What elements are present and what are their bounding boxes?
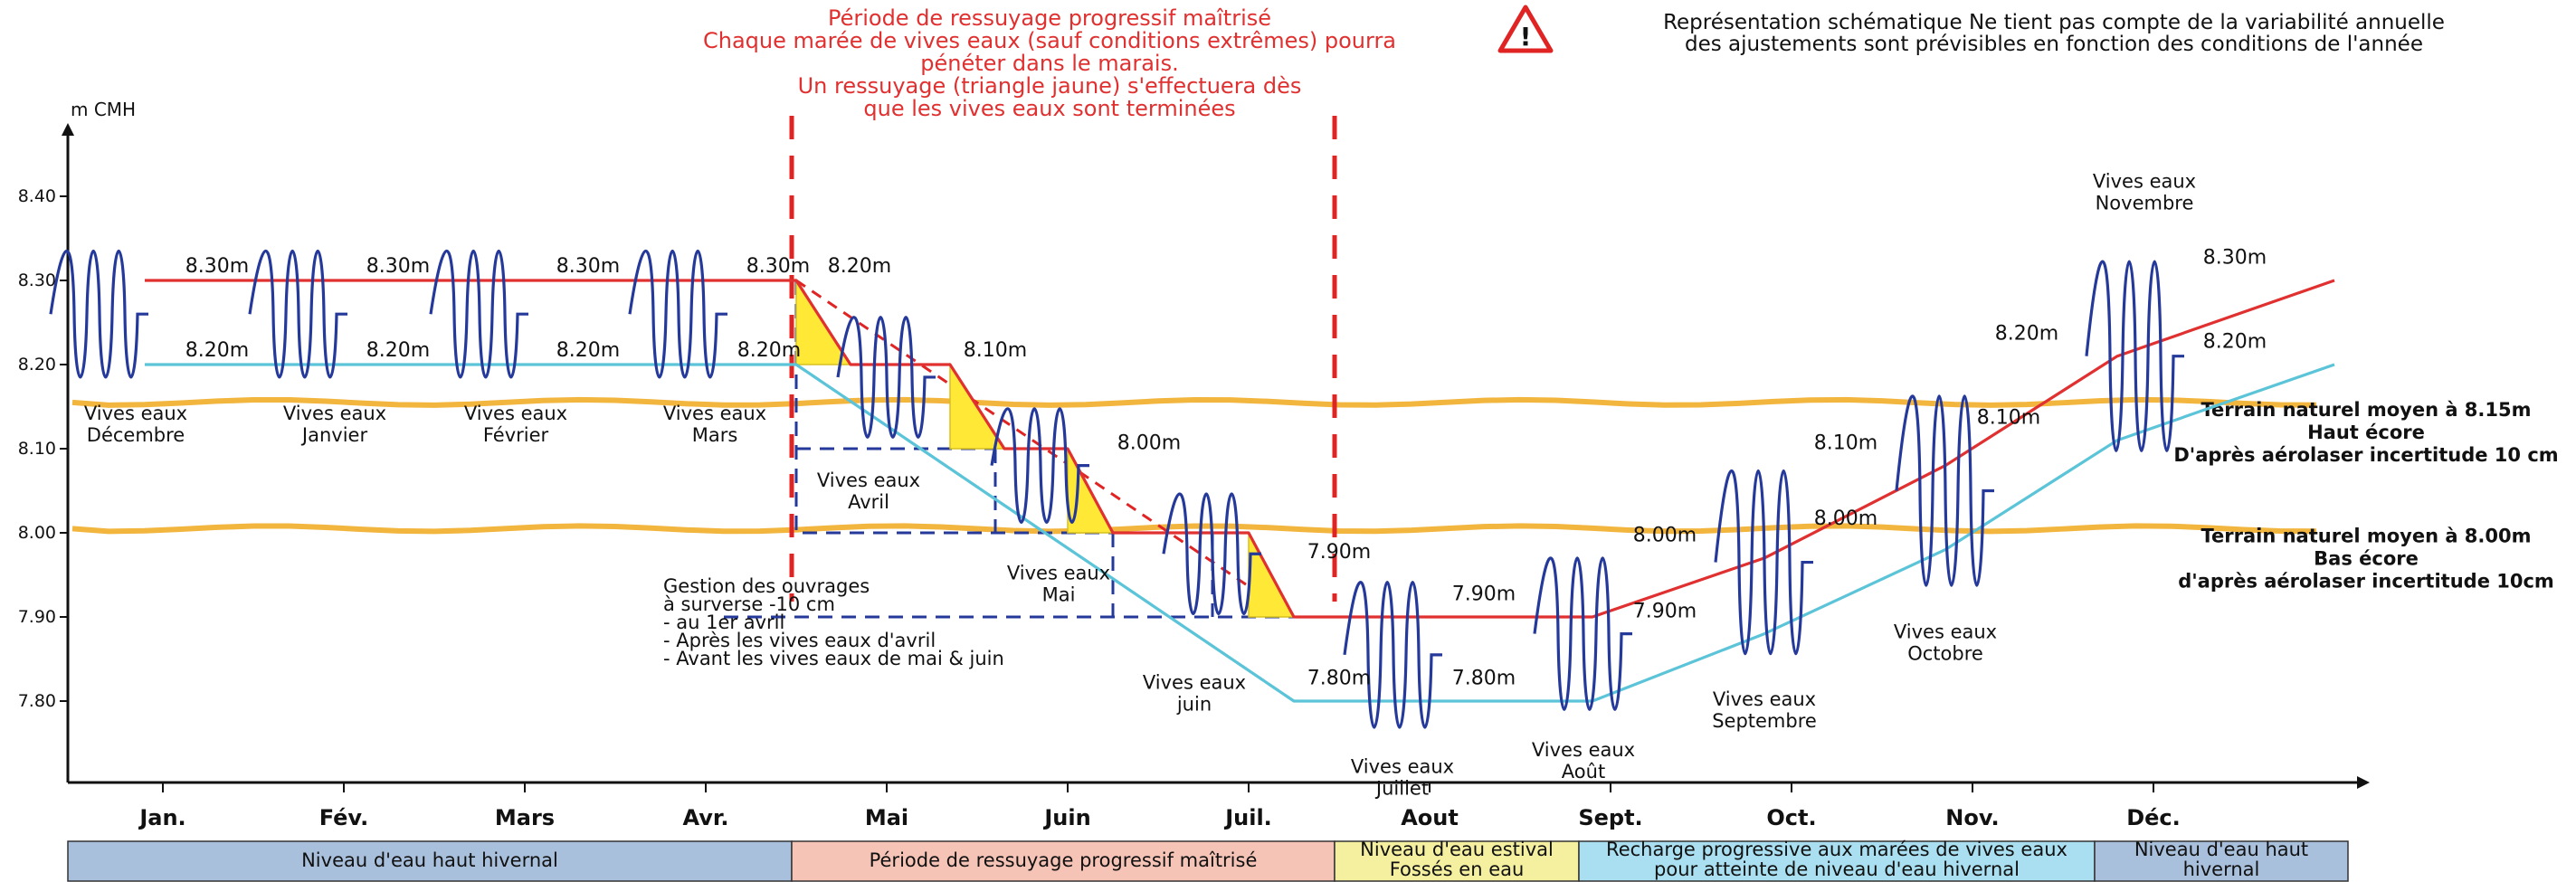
spring-tide-wave (2085, 260, 2184, 452)
warning-icon: ! (1497, 5, 1554, 53)
y-axis-title: m CMH (71, 99, 136, 120)
level-label: 8.20m (1995, 322, 2058, 345)
month-label: Jan. (138, 805, 185, 830)
month-label: Juin (1042, 805, 1090, 830)
tide-label: Vives eaux Novembre (2093, 171, 2196, 214)
tide-label: Vives eaux Août (1532, 739, 1635, 782)
spring-tide-wave (836, 316, 936, 439)
gestion-note: Gestion des ouvrages à surverse -10 cm - a… (663, 575, 1004, 669)
month-label: Déc. (2126, 805, 2181, 830)
tide-label: Vives eaux Septembre (1712, 688, 1817, 732)
level-label: 7.90m (1307, 541, 1371, 564)
y-tick-label: 8.10 (18, 439, 56, 459)
level-label: 8.00m (1633, 525, 1697, 547)
svg-text:!: ! (1520, 22, 1532, 52)
y-tick-label: 8.20 (18, 355, 56, 375)
level-label: 8.20m (366, 339, 430, 362)
month-label: Aout (1401, 805, 1459, 830)
terrain-line (71, 396, 2317, 408)
y-tick-label: 8.00 (18, 523, 56, 543)
level-label: 8.00m (1814, 507, 1877, 530)
spring-tide-wave (1714, 469, 1813, 655)
level-label: 8.20m (556, 339, 620, 362)
terrain-line (71, 523, 2317, 535)
tide-label: Vives eaux juin (1143, 671, 1246, 715)
level-label: 8.10m (1814, 432, 1877, 454)
level-label: 8.30m (2203, 247, 2267, 270)
y-tick-label: 8.40 (18, 186, 56, 206)
level-label: 7.90m (1452, 583, 1516, 606)
level-label: 8.10m (964, 339, 1027, 362)
phase-band-label: Période de ressuyage progressif maîtrisé (870, 849, 1258, 871)
terrain-label: Terrain naturel moyen à 8.15m Haut écore D… (2173, 399, 2558, 466)
spring-tide-wave (429, 250, 528, 379)
phase-band-label: Niveau d'eau haut hivernal (301, 849, 558, 871)
level-label: 8.00m (1117, 432, 1181, 454)
level-label: 8.20m (2203, 331, 2267, 354)
phase-band (791, 840, 1336, 882)
month-label: Mai (865, 805, 908, 830)
tide-label: Vives eaux Juillet (1351, 755, 1454, 799)
phase-band (67, 840, 793, 882)
blue-level-line (145, 363, 2335, 703)
month-label: Nov. (1945, 805, 1999, 830)
month-label: Avr. (683, 805, 729, 830)
tide-label: Vives eaux Avril (817, 469, 920, 513)
warning-note: Représentation schématique Ne tient pas … (1663, 11, 2445, 56)
level-label: 8.10m (1977, 406, 2040, 429)
tide-label: Vives eaux Février (464, 403, 567, 446)
level-label: 7.90m (1633, 600, 1697, 622)
level-label: 8.30m (556, 255, 620, 278)
level-label: 8.20m (828, 255, 891, 278)
level-label: 8.30m (366, 255, 430, 278)
month-label: Juil. (1223, 805, 1272, 830)
level-label: 8.20m (737, 339, 801, 362)
spring-tide-wave (1533, 556, 1632, 711)
tide-label: Vives eaux Janvier (283, 403, 386, 446)
phase-band (2094, 840, 2349, 882)
month-label: Oct. (1766, 805, 1816, 830)
month-label: Mars (495, 805, 555, 830)
spring-tide-wave (1343, 581, 1442, 729)
red-diagonal-guide (795, 279, 1295, 619)
tide-label: Vives eaux Décembre (84, 403, 187, 446)
tide-label: Vives eaux Mars (663, 403, 766, 446)
spring-tide-wave (990, 407, 1089, 524)
level-label: 8.30m (746, 255, 810, 278)
phase-band-label: Niveau d'eau haut hivernal (2134, 839, 2308, 880)
y-tick-label: 7.80 (18, 691, 56, 711)
phase-band-label: Niveau d'eau estival Fossés en eau (1360, 839, 1554, 880)
month-label: Sept. (1578, 805, 1642, 830)
level-label: 8.30m (185, 255, 249, 278)
spring-tide-wave (49, 250, 148, 379)
ressuyage-note: Période de ressuyage progressif maîtrisé… (703, 5, 1396, 121)
terrain-label: Terrain naturel moyen à 8.00m Bas écore d'… (2178, 525, 2554, 592)
spring-tide-wave (628, 250, 727, 379)
spring-tide-wave (248, 250, 347, 379)
tide-label: Vives eaux Mai (1007, 563, 1110, 606)
level-label: 7.80m (1307, 668, 1371, 690)
spring-tide-wave (1895, 394, 1994, 587)
month-label: Fév. (319, 805, 369, 830)
tide-label: Vives eaux Octobre (1894, 621, 1997, 665)
spring-tide-wave (1162, 492, 1261, 616)
level-label: 7.80m (1452, 668, 1516, 690)
y-tick-label: 8.30 (18, 270, 56, 290)
y-tick-label: 7.90 (18, 607, 56, 627)
phase-band (1334, 840, 1580, 882)
level-label: 8.20m (185, 339, 249, 362)
phase-band-label: Recharge progressive aux marées de vives… (1606, 839, 2067, 880)
